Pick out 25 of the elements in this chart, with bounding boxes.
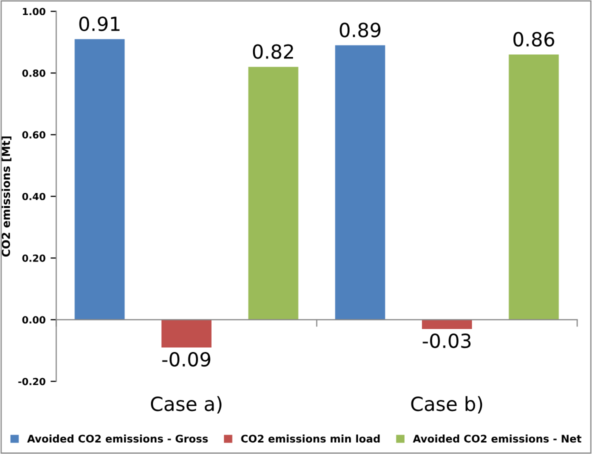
data-label: 0.82	[252, 44, 294, 59]
legend-label: CO2 emissions min load	[241, 434, 380, 443]
x-tick-label: Case a)	[150, 396, 222, 414]
legend-label: Avoided CO2 emissions - Net	[412, 434, 582, 443]
bar	[74, 39, 125, 320]
y-tick-label: -0.20	[18, 378, 46, 386]
y-tick-label: 0.20	[22, 254, 46, 262]
data-label: -0.03	[422, 333, 471, 348]
y-tick-label: 1.00	[22, 8, 46, 16]
bar	[422, 320, 472, 329]
bar	[161, 320, 212, 348]
bar	[248, 66, 298, 320]
data-label: -0.09	[162, 352, 210, 367]
data-label: 0.89	[340, 22, 380, 38]
bar	[335, 45, 386, 320]
bar	[508, 54, 559, 320]
legend-label: Avoided CO2 emissions - Gross	[27, 434, 208, 443]
data-label: 0.86	[513, 32, 554, 47]
y-tick-label: 0.00	[22, 316, 46, 324]
y-tick-label: 0.80	[22, 69, 46, 77]
y-tick-label: 0.40	[22, 192, 46, 200]
data-label: 0.91	[79, 16, 120, 32]
y-axis-title: CO2 emissions [Mt]	[1, 136, 12, 257]
y-tick-label: 0.60	[22, 131, 46, 139]
x-tick-label: Case b)	[411, 396, 482, 414]
